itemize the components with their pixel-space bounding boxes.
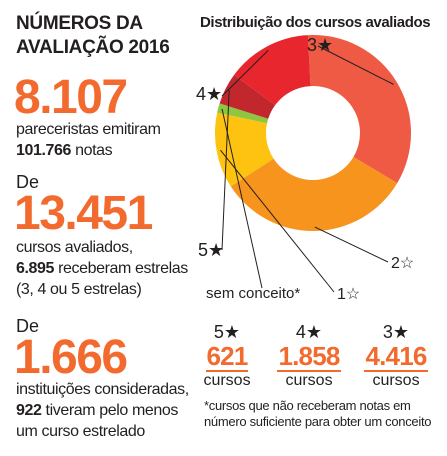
slice-label-1-star: 1☆ [337, 286, 361, 303]
title-line-1: NÚMEROS DA [16, 13, 143, 34]
stat-4-stars: 4★ 1.858 cursos [276, 322, 342, 390]
slice-label-no-concept: sem conceito* [206, 285, 301, 302]
leader-line [221, 49, 269, 97]
courses-line-1: cursos avaliados, [16, 239, 133, 256]
stat-unit: cursos [203, 372, 251, 389]
leader-line [221, 108, 263, 289]
institutions-starred-count: 922 [16, 402, 42, 419]
stat-value: 621 [205, 341, 249, 372]
slice-label-3-stars: 3★ [307, 35, 334, 55]
leader-line [314, 226, 389, 263]
institutions-prefix: De [16, 316, 40, 336]
infographic-title: NÚMEROS DA AVALIAÇÃO 2016 [16, 12, 170, 60]
grades-count: 101.766 [16, 142, 72, 159]
slice-label-4-stars: 4★ [196, 84, 223, 104]
institutions-line-2: 922 tiveram pelo menos [16, 401, 178, 421]
footnote: *cursos que não receberam notas em númer… [204, 398, 432, 429]
reviewers-count: 8.107 [14, 71, 128, 124]
chart-title: Distribuição dos cursos avaliados [200, 14, 431, 31]
starred-label: receberam estrelas [54, 260, 188, 277]
institutions-starred-label: tiveram pelo menos [41, 402, 179, 419]
leader-line [317, 45, 394, 85]
stat-value: 4.416 [364, 341, 428, 372]
courses-line-2: 6.895 receberam estrelas [16, 259, 188, 279]
reviewers-line-1: pareceristas emitiram [16, 121, 161, 138]
stat-stars: 4★ [295, 322, 323, 342]
stat-unit: cursos [285, 372, 333, 389]
donut-slice [217, 103, 269, 124]
stat-value: 1.858 [277, 341, 341, 372]
courses-line-3: (3, 4 ou 5 estrelas) [16, 281, 142, 298]
institutions-line-1: instituições consideradas, [16, 381, 189, 398]
donut-slice [230, 157, 398, 231]
donut-slice [307, 35, 411, 184]
courses-prefix: De [16, 172, 40, 192]
stat-stars: 3★ [382, 322, 410, 342]
leader-line [221, 90, 230, 251]
stat-5-stars: 5★ 621 cursos [194, 322, 260, 390]
institutions-line-3: um curso estrelado [16, 423, 145, 440]
title-line-2: AVALIAÇÃO 2016 [16, 37, 170, 58]
institutions-count: 1.666 [14, 331, 128, 384]
courses-count: 13.451 [14, 187, 153, 240]
slice-label-2-stars: 2☆ [391, 255, 415, 272]
starred-count: 6.895 [16, 260, 55, 277]
stat-unit: cursos [372, 372, 420, 389]
stat-3-stars: 3★ 4.416 cursos [363, 322, 429, 390]
grades-label: notas [71, 142, 113, 159]
reviewers-line-2: 101.766 notas [16, 141, 113, 161]
slice-label-5-stars: 5★ [198, 240, 225, 260]
leader-line [220, 149, 335, 293]
donut-slice [219, 74, 276, 119]
stat-stars: 5★ [213, 322, 241, 342]
donut-slice [215, 112, 274, 187]
donut-slice [234, 35, 311, 106]
